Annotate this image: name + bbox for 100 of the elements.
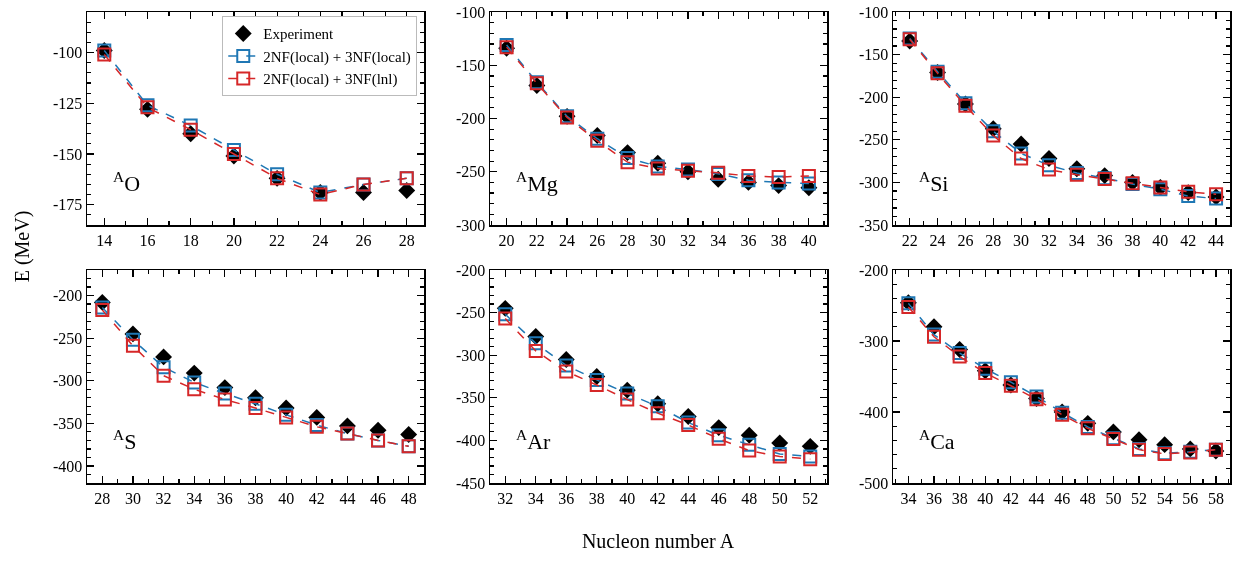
annotation: $^{A}$Si [919, 168, 949, 197]
y-tick-label: -150 [858, 46, 889, 64]
x-tick-label: 18 [182, 231, 199, 249]
y-tick-label: -300 [455, 346, 486, 364]
x-tick-label: 36 [216, 489, 233, 507]
y-tick-label: -200 [858, 261, 889, 279]
x-tick-label: 24 [312, 231, 329, 249]
x-tick-label: 28 [619, 231, 636, 249]
x-tick-label: 28 [398, 231, 415, 249]
x-tick-label: 56 [1182, 489, 1199, 507]
x-tick-label: 38 [1124, 231, 1141, 249]
x-tick-label: 34 [710, 231, 727, 249]
x-tick-label: 42 [1002, 489, 1019, 507]
x-tick-label: 22 [528, 231, 545, 249]
y-tick-label: -350 [858, 216, 889, 234]
y-tick-label: -400 [455, 432, 486, 449]
legend-label: 2NF(local) + 3NF(local) [263, 48, 411, 66]
x-tick-label: 40 [800, 231, 817, 249]
y-tick-label: -200 [52, 287, 83, 305]
y-tick-label: -100 [455, 3, 486, 21]
x-tick-label: 20 [498, 231, 515, 249]
annotation: $^{A}$Ca [919, 426, 955, 455]
x-tick-label: 50 [1105, 489, 1122, 507]
x-tick-label: 40 [278, 489, 295, 507]
y-tick-label: -250 [455, 163, 486, 181]
y-tick-label: -500 [858, 474, 889, 492]
annotation: $^{A}$O [113, 168, 141, 197]
y-tick-label: -150 [52, 145, 83, 163]
x-tick-label: 50 [771, 489, 788, 507]
y-tick-label: -300 [858, 174, 889, 191]
y-tick-label: -250 [52, 329, 83, 347]
annotation: $^{A}$Ar [516, 426, 552, 455]
y-tick-label: -100 [858, 3, 889, 21]
x-tick-label: 44 [339, 489, 356, 507]
x-tick-label: 30 [124, 489, 141, 507]
x-tick-label: 36 [926, 489, 942, 507]
x-tick-label: 52 [802, 489, 819, 507]
x-tick-label: 22 [901, 231, 918, 249]
y-tick-label: -450 [455, 474, 486, 492]
x-tick-label: 20 [225, 231, 242, 249]
y-tick-label: -300 [858, 332, 889, 350]
x-tick-label: 40 [977, 489, 994, 507]
x-tick-label: 46 [1054, 489, 1071, 507]
x-tick-label: 22 [269, 231, 286, 249]
y-tick-label: -175 [52, 196, 83, 214]
annotation: $^{A}$S [113, 426, 137, 455]
x-tick-label: 34 [900, 489, 917, 507]
x-tick-label: 48 [741, 489, 758, 507]
x-tick-label: 32 [497, 489, 514, 507]
x-tick-label: 32 [679, 231, 696, 249]
x-tick-label: 42 [649, 489, 666, 507]
y-tick-label: -125 [52, 94, 83, 112]
y-tick-label: -300 [455, 216, 486, 234]
y-axis-title: E (MeV) [10, 209, 34, 285]
x-tick-label: 36 [558, 489, 575, 507]
y-tick-label: -400 [52, 457, 83, 475]
x-tick-label: 40 [619, 489, 636, 507]
x-tick-label: 44 [1028, 489, 1045, 507]
y-tick-label: -250 [455, 304, 486, 322]
x-tick-label: 28 [94, 489, 111, 507]
x-tick-label: 46 [370, 489, 387, 507]
y-tick-label: -350 [52, 414, 83, 432]
legend-label: Experiment [263, 26, 335, 43]
x-tick-label: 14 [96, 231, 113, 249]
y-tick-label: -300 [52, 372, 83, 390]
x-tick-label: 26 [355, 231, 372, 249]
x-tick-label: 58 [1207, 489, 1224, 507]
x-tick-label: 24 [559, 231, 576, 249]
x-tick-label: 38 [770, 231, 787, 249]
legend-label: 2NF(local) + 3NF(lnl) [263, 71, 398, 89]
x-tick-label: 54 [1156, 489, 1173, 507]
y-tick-label: -100 [52, 44, 83, 62]
x-tick-label: 34 [1068, 231, 1085, 249]
x-tick-label: 28 [985, 231, 1002, 249]
x-tick-label: 24 [929, 231, 946, 249]
x-tick-label: 34 [186, 489, 203, 507]
x-tick-label: 30 [1013, 231, 1030, 249]
x-tick-label: 40 [1152, 231, 1169, 249]
x-tick-label: 26 [957, 231, 974, 249]
x-tick-label: 32 [155, 489, 172, 507]
x-tick-label: 16 [139, 231, 156, 249]
x-axis-title: Nucleon number A [580, 530, 736, 553]
y-tick-label: -400 [858, 403, 889, 421]
x-tick-label: 30 [649, 231, 666, 249]
x-tick-label: 38 [247, 489, 264, 507]
y-tick-label: -200 [455, 110, 486, 128]
x-tick-label: 36 [1096, 231, 1113, 249]
x-tick-label: 38 [588, 489, 605, 507]
y-tick-label: -150 [455, 56, 486, 74]
x-tick-label: 44 [680, 489, 697, 507]
x-tick-label: 48 [400, 489, 417, 507]
y-tick-label: -200 [858, 88, 889, 106]
x-tick-label: 26 [589, 231, 606, 249]
x-tick-label: 38 [951, 489, 968, 507]
y-tick-label: -250 [858, 131, 889, 149]
x-tick-label: 34 [527, 489, 544, 507]
x-tick-label: 36 [740, 231, 757, 249]
y-tick-label: -350 [455, 389, 486, 407]
x-tick-label: 42 [1180, 231, 1197, 249]
x-tick-label: 52 [1131, 489, 1148, 507]
